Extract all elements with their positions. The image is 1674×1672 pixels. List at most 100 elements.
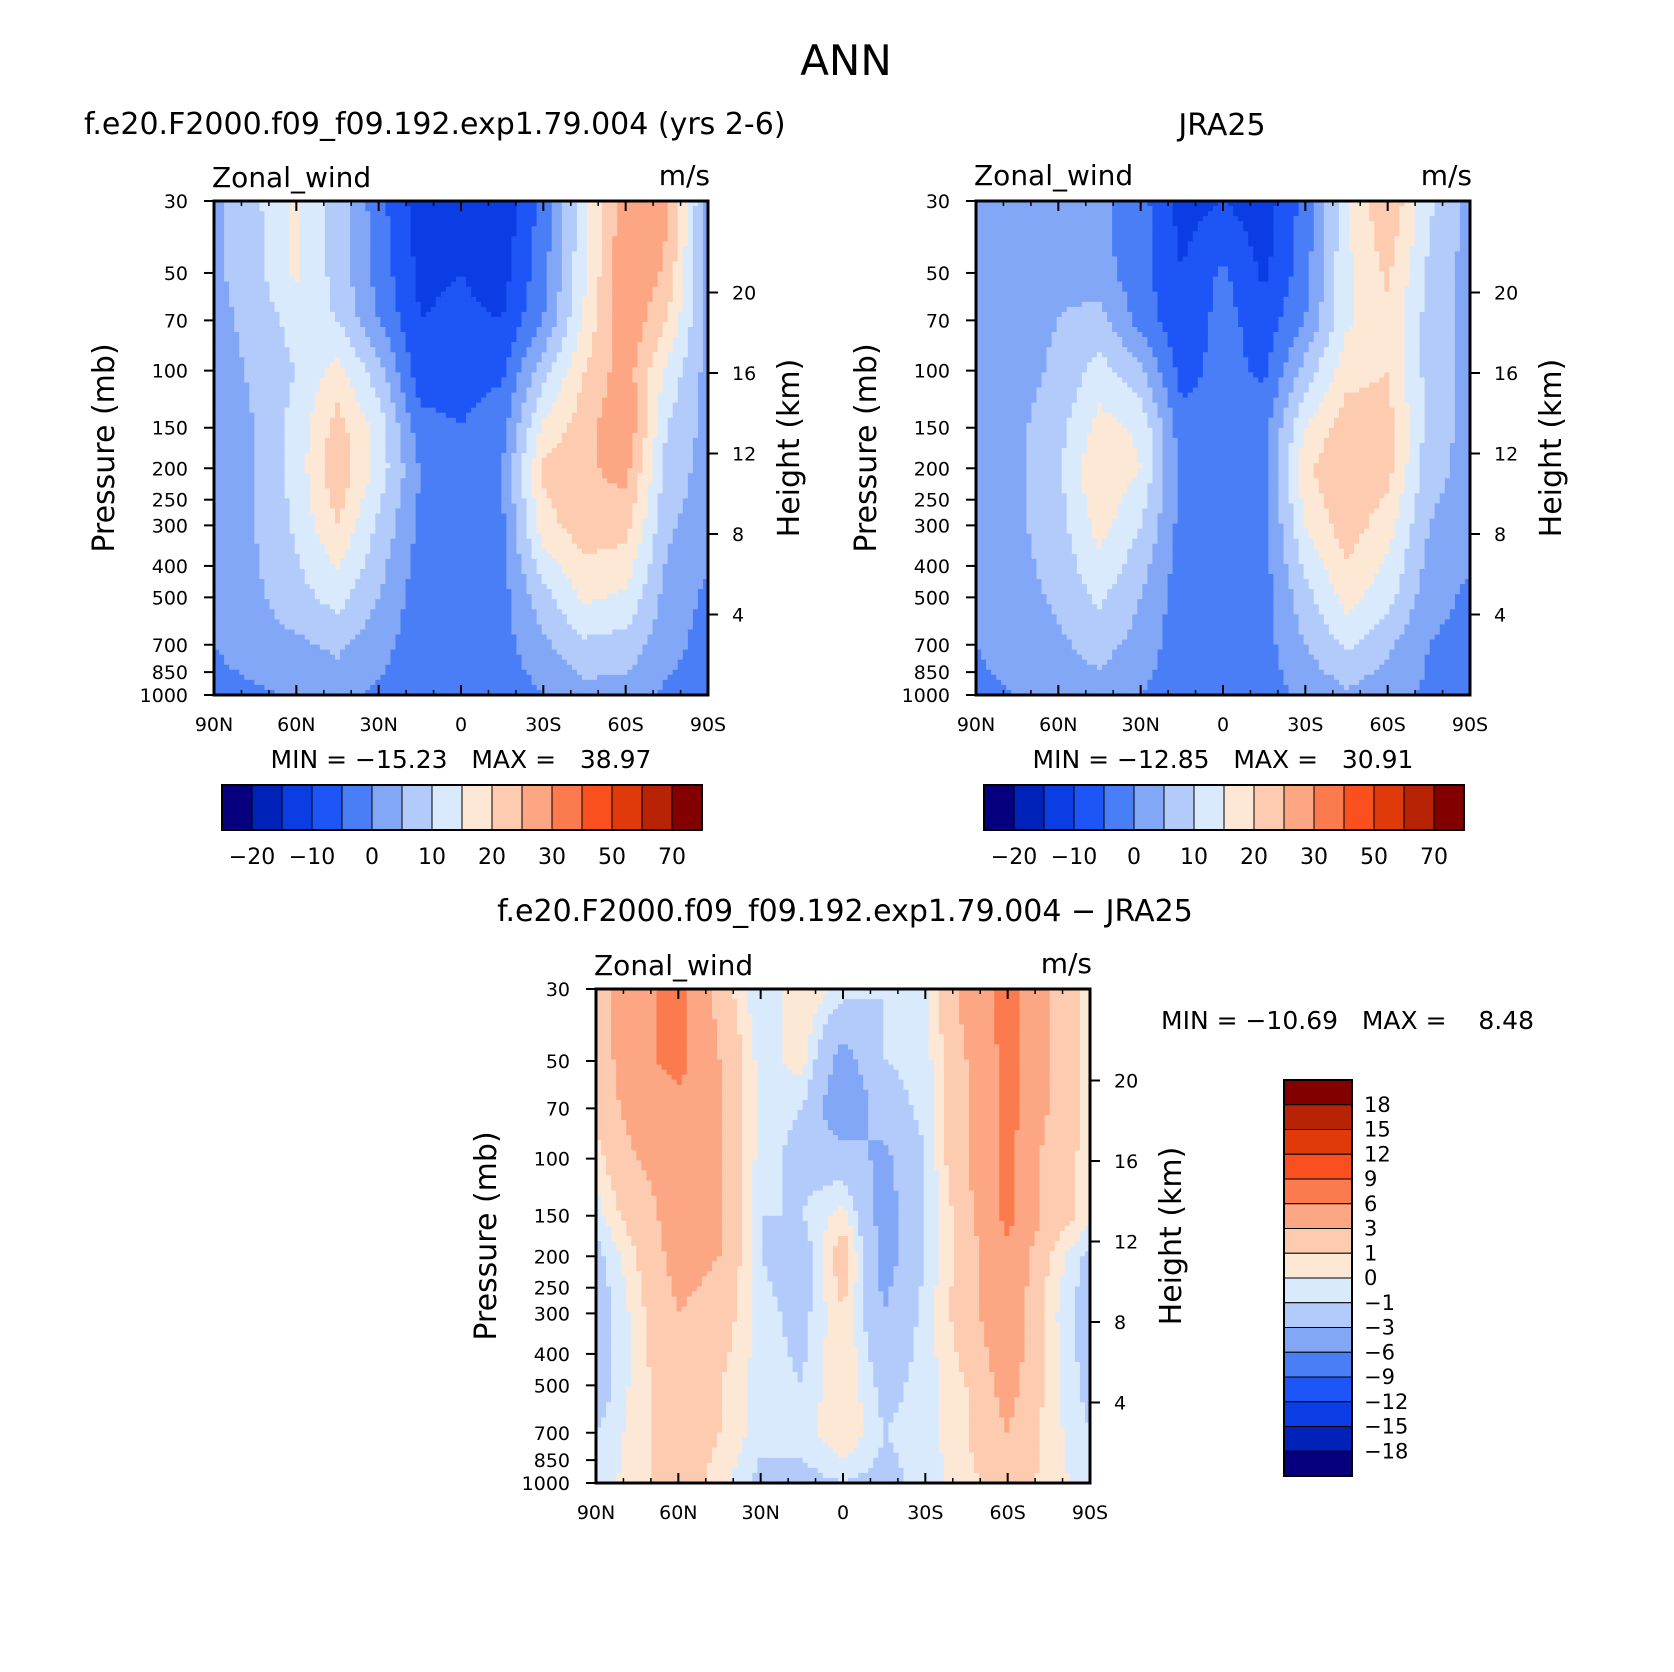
contour-cell [617,261,623,268]
contour-cell [476,412,482,419]
contour-cell [602,337,608,343]
contour-cell [385,422,392,429]
contour-cell [521,206,528,212]
contour-cell [501,352,507,358]
contour-cell [445,276,452,283]
contour-cell [526,397,533,404]
contour-cell [239,337,245,343]
contour-cell [360,296,366,303]
contour-cell [476,382,482,389]
contour-cell [430,206,437,212]
contour-cell [224,407,230,414]
contour-cell [627,241,633,247]
contour-cell [229,311,235,318]
contour-cell [466,448,472,454]
contour-cell [234,216,240,222]
contour-cell [415,301,422,308]
contour-cell [471,216,477,222]
contour-cell [657,387,664,394]
contour-cell [410,296,417,303]
contour-cell [410,201,417,207]
contour-cell [632,321,639,328]
contour-cell [652,251,659,258]
contour-cell [571,226,578,232]
contour-cell [269,251,276,258]
contour-cell [506,387,513,394]
contour-cell [592,332,598,338]
contour-cell [652,296,659,303]
contour-cell [239,347,245,353]
contour-cell [239,206,245,212]
contour-cell [581,226,588,232]
contour-cell [420,327,427,333]
contour-cell [501,442,507,449]
contour-cell [410,256,417,263]
contour-cell [682,392,689,399]
contour-cell [425,236,432,242]
contour-cell [587,306,593,313]
contour-cell [254,412,260,419]
contour-cell [249,402,255,409]
contour-cell [229,276,235,283]
contour-cell [511,337,518,343]
contour-cell [365,251,371,258]
contour-cell [692,332,699,338]
contour-cell [521,382,528,389]
contour-cell [365,281,371,288]
contour-cell [491,301,497,308]
contour-cell [244,261,250,268]
contour-cell [430,397,437,404]
contour-cell [355,442,361,449]
contour-cell [234,453,240,459]
contour-cell [304,407,311,414]
contour-cell [476,377,482,384]
contour-cell [279,332,286,338]
contour-cell [486,442,492,449]
contour-cell [319,407,326,414]
contour-cell [682,301,689,308]
contour-cell [294,221,301,227]
contour-cell [617,276,623,283]
contour-cell [466,357,472,363]
contour-cell [425,216,432,222]
contour-cell [471,221,477,227]
contour-cell [551,432,558,439]
contour-cell [511,301,518,308]
contour-cell [672,422,679,429]
contour-cell [531,316,538,323]
contour-cell [602,296,608,303]
contour-cell [390,407,397,414]
contour-cell [667,226,674,232]
contour-cell [481,367,487,373]
contour-cell [229,236,235,242]
contour-cell [687,286,694,293]
contour-cell [299,327,306,333]
contour-cell [284,417,291,424]
contour-cell [299,382,306,389]
contour-cell [672,296,679,303]
contour-cell [425,316,432,323]
contour-cell [652,301,659,308]
contour-cell [516,286,523,293]
contour-cell [420,362,427,368]
contour-cell [400,256,407,263]
contour-cell [289,221,296,227]
contour-cell [340,266,346,273]
contour-cell [466,206,472,212]
contour-cell [294,241,301,247]
contour-cell [420,231,427,237]
contour-cell [415,241,422,247]
contour-cell [546,291,553,298]
contour-cell [254,226,260,232]
contour-cell [284,201,291,207]
contour-cell [440,301,447,308]
contour-cell [319,327,326,333]
contour-cell [385,397,392,404]
contour-cell [637,256,644,263]
contour-cell [637,327,644,333]
contour-cell [440,372,447,379]
contour-cell [224,342,230,348]
contour-cell [425,251,432,258]
contour-cell [365,397,371,404]
contour-cell [466,352,472,358]
